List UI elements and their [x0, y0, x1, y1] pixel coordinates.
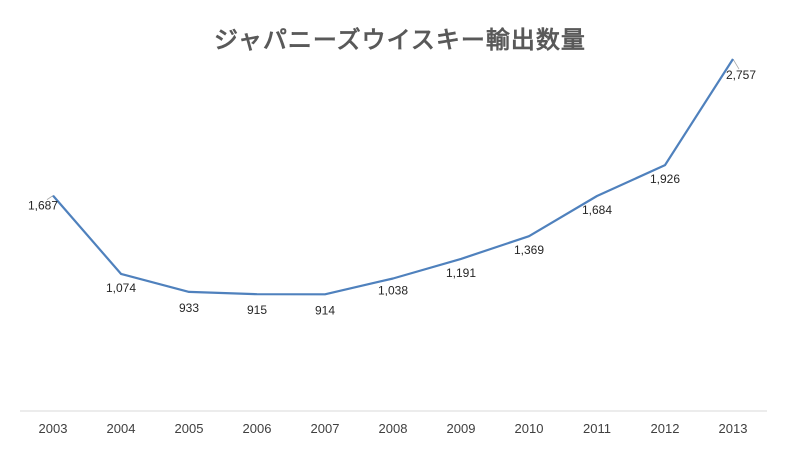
data-labels: 1,687 1,074 933 915 914 1,038 1,191 1,369 1,684 1…	[28, 68, 756, 317]
data-label: 1,926	[650, 172, 680, 186]
x-tick-label: 2003	[39, 421, 68, 436]
x-tick-label: 2009	[447, 421, 476, 436]
x-tick-label: 2005	[175, 421, 204, 436]
x-tick-label: 2007	[311, 421, 340, 436]
leader-line	[732, 58, 740, 70]
data-label: 1,687	[28, 199, 58, 213]
x-tick-label: 2008	[379, 421, 408, 436]
data-label: 1,191	[446, 266, 476, 280]
x-tick-label: 2010	[515, 421, 544, 436]
leader-lines	[46, 58, 740, 200]
x-tick-labels: 2003 2004 2005 2006 2007 2008 2009 2010 2011 2012…	[39, 421, 748, 436]
series-line	[52, 58, 734, 296]
data-label: 1,038	[378, 283, 408, 297]
x-tick-label: 2006	[243, 421, 272, 436]
data-label: 1,684	[582, 203, 612, 217]
data-label: 2,757	[726, 68, 756, 82]
data-label: 1,074	[106, 281, 136, 295]
data-label: 915	[247, 303, 267, 317]
x-tick-label: 2012	[651, 421, 680, 436]
data-label: 914	[315, 303, 335, 317]
chart-title: ジャパニーズウイスキー輸出数量	[214, 26, 586, 54]
leader-line	[46, 195, 54, 200]
x-tick-label: 2013	[719, 421, 748, 436]
x-tick-label: 2004	[107, 421, 136, 436]
data-label: 933	[179, 301, 199, 315]
x-tick-label: 2011	[583, 421, 611, 436]
data-label: 1,369	[514, 243, 544, 257]
